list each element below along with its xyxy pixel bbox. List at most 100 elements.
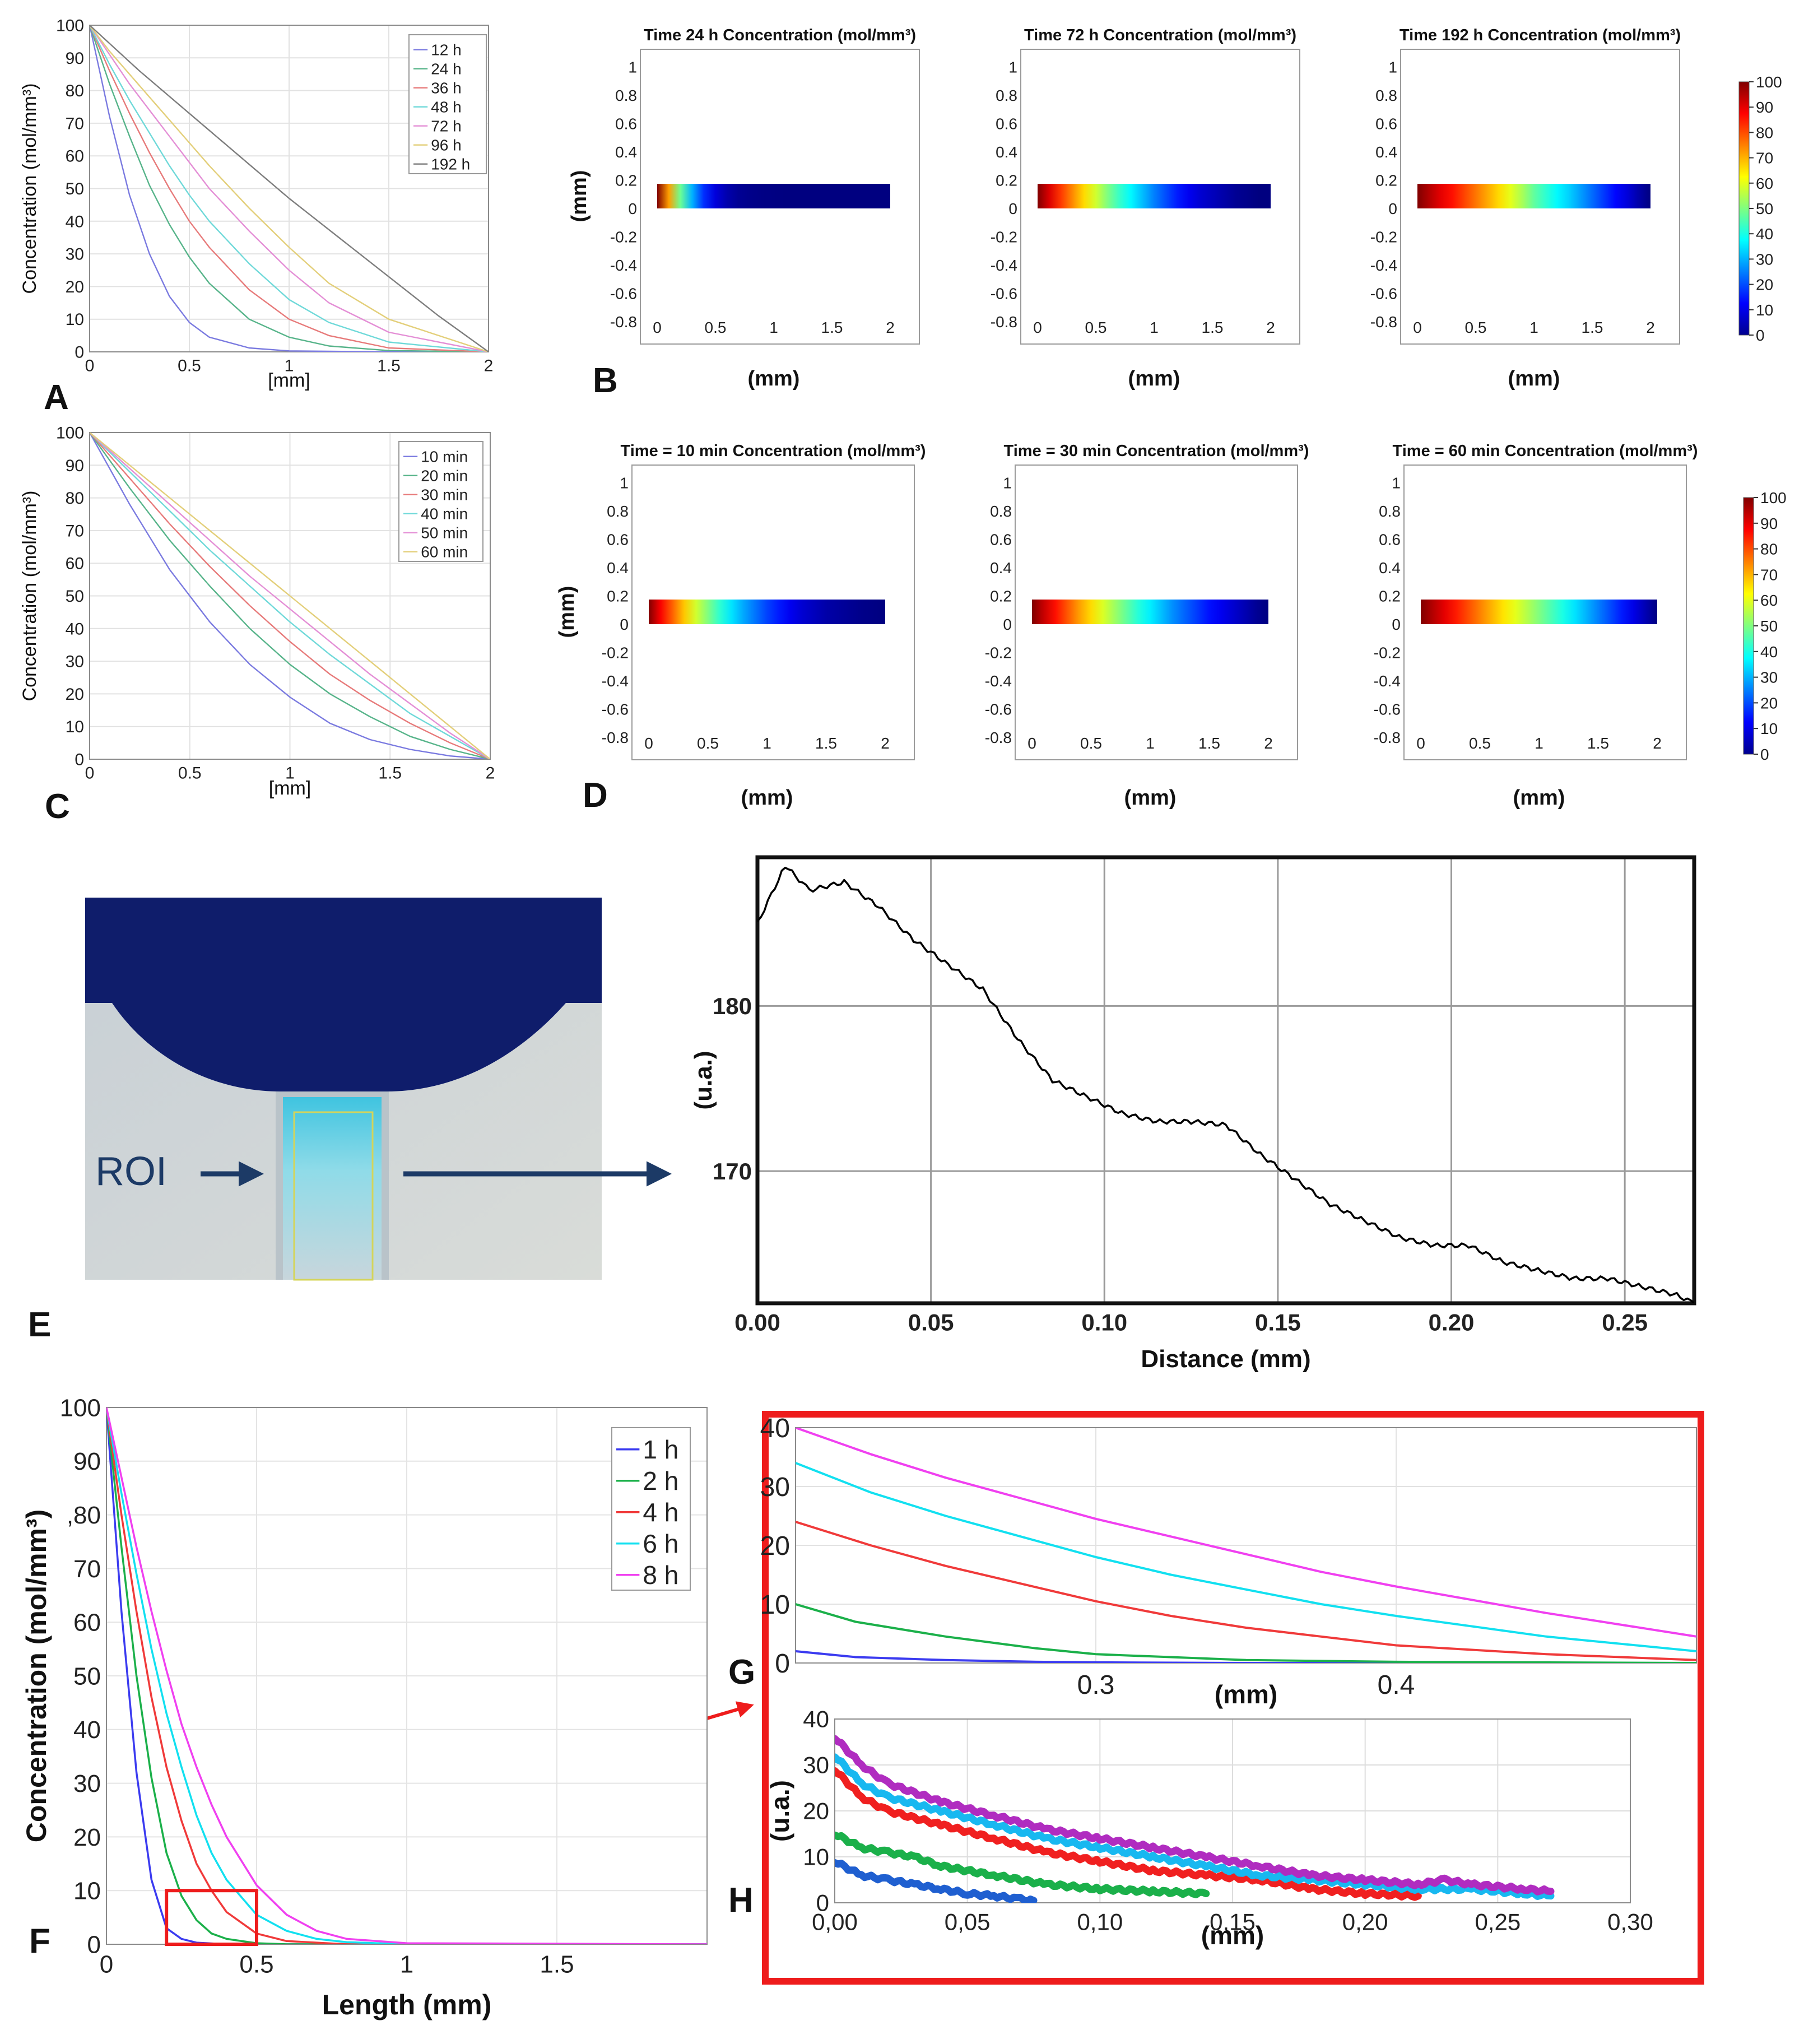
y-tick-label: 50 xyxy=(66,587,84,606)
y-tick-label: 0.8 xyxy=(615,87,637,104)
x-tick-label: 1.5 xyxy=(377,357,401,375)
legend-label: 72 h xyxy=(431,118,462,135)
legend-label: 6 h xyxy=(643,1529,678,1558)
colorbar-tick-label: 20 xyxy=(1760,694,1778,712)
colorbar xyxy=(1738,81,1750,336)
series-line-1-h xyxy=(835,1859,1038,1903)
x-tick-label: 0.00 xyxy=(734,1309,780,1335)
colorbar-tick-label: 0 xyxy=(1756,327,1765,344)
heatmap-panel: Time 192 h Concentration (mol/mm³)10.80.… xyxy=(1370,26,1681,391)
roi-label: ROI xyxy=(95,1149,167,1194)
legend-label: 40 min xyxy=(421,505,468,523)
y-tick-label: 180 xyxy=(713,993,752,1019)
legend-label: 36 h xyxy=(431,80,462,97)
y-tick-label: 0.4 xyxy=(1375,143,1397,161)
y-tick-label: 20 xyxy=(760,1531,790,1561)
panel-letter-f: F xyxy=(29,1922,50,1961)
x-tick-label: 0 xyxy=(85,764,95,783)
y-tick-label: 0 xyxy=(628,200,637,217)
y-tick-label: 0.4 xyxy=(1379,559,1401,577)
series-line-profile xyxy=(757,866,1694,1303)
y-tick-label: 20 xyxy=(73,1824,101,1851)
y-tick-label: 0.2 xyxy=(607,588,629,605)
legend-label: 60 min xyxy=(421,543,468,561)
x-tick-label: 0,25 xyxy=(1475,1908,1521,1935)
concentration-bar xyxy=(657,184,890,208)
colorbar-tick-label: 10 xyxy=(1760,720,1778,737)
x-tick-label: 0 xyxy=(100,1951,113,1978)
heatmap-title: Time = 60 min Concentration (mol/mm³) xyxy=(1393,442,1698,460)
panel-letter-b: B xyxy=(593,361,618,400)
y-tick-label: 100 xyxy=(56,424,84,443)
y-tick-label: 60 xyxy=(66,555,84,573)
x-tick-label: 1 xyxy=(400,1951,413,1978)
y-tick-label: 0 xyxy=(75,751,84,769)
x-tick-label: 0,20 xyxy=(1342,1908,1388,1935)
x-tick-label: 0.5 xyxy=(697,735,719,752)
y-tick-label: -0.4 xyxy=(610,257,637,274)
series-line-10-min xyxy=(90,433,490,759)
y-tick-label: 20 xyxy=(66,278,84,296)
colorbar-tick-label: 80 xyxy=(1760,541,1778,558)
y-tick-label: 0.6 xyxy=(1379,531,1401,549)
x-axis-label: (mm) xyxy=(1128,367,1180,391)
series-line-8-h xyxy=(106,1407,707,1944)
y-tick-label: 0.6 xyxy=(1375,115,1397,133)
colorbar-tick-label: 80 xyxy=(1756,124,1773,141)
concentration-bar xyxy=(649,600,885,624)
colorbar-tick-label: 10 xyxy=(1756,301,1773,319)
y-tick-label: 1 xyxy=(1003,475,1012,492)
x-tick-label: 1.5 xyxy=(815,735,837,752)
x-axis-label: (mm) xyxy=(1124,786,1177,810)
legend-label: 48 h xyxy=(431,99,462,116)
colorbar-tick-label: 90 xyxy=(1760,515,1778,532)
y-tick-label: 30 xyxy=(66,653,84,671)
y-tick-label: 0 xyxy=(1392,616,1401,633)
x-tick-label: 0.3 xyxy=(1077,1670,1115,1700)
colorbar-tick-label: 30 xyxy=(1760,669,1778,686)
x-axis-label: (mm) xyxy=(748,367,800,391)
x-tick-label: 2 xyxy=(1646,319,1655,336)
series-line-4-h xyxy=(106,1407,707,1944)
colorbar-tick-label: 100 xyxy=(1756,73,1782,91)
x-tick-label: 1.5 xyxy=(378,764,402,783)
colorbar-tick-label: 50 xyxy=(1756,200,1773,217)
heatmap-title: Time 192 h Concentration (mol/mm³) xyxy=(1400,26,1681,44)
y-tick-label: 1 xyxy=(1008,59,1017,76)
series-group xyxy=(796,1428,1696,1663)
y-tick-label: -0.6 xyxy=(991,285,1017,303)
x-tick-label: 0.20 xyxy=(1429,1309,1475,1335)
y-tick-label: 0.8 xyxy=(1379,503,1401,520)
series-line-48-h xyxy=(90,25,489,352)
colorbar-tick-label: 60 xyxy=(1756,175,1773,192)
colorbar-tick-label: 70 xyxy=(1756,150,1773,167)
series-line-2-h xyxy=(106,1407,707,1944)
panel-letter-e: E xyxy=(28,1306,51,1344)
x-tick-label: 2 xyxy=(486,764,495,783)
y-axis-label: (u.a.) xyxy=(690,1051,717,1109)
heatmap-title: Time = 30 min Concentration (mol/mm³) xyxy=(1004,442,1309,460)
y-tick-label: 10 xyxy=(73,1878,101,1905)
x-tick-label: 0 xyxy=(1033,319,1042,336)
plot-frame xyxy=(834,1718,1631,1903)
legend-label: 96 h xyxy=(431,137,462,154)
chart-f: 0 0.5 1 1.5 0 10 20 30 40 50 60 70 ,80 90 100 Length (m… xyxy=(21,1394,708,2020)
y-axis-label: Concentration (mol/mm³) xyxy=(21,1509,52,1842)
series-line-6-h xyxy=(835,1753,1555,1900)
legend-label: 4 h xyxy=(643,1498,678,1527)
zoom-box xyxy=(165,1889,259,1946)
concentration-bar xyxy=(1417,184,1650,208)
y-tick-label: -0.8 xyxy=(991,313,1017,331)
heatmap-title: Time 72 h Concentration (mol/mm³) xyxy=(1024,26,1296,44)
series-line-1-h xyxy=(796,1650,1696,1663)
chart-g: 0.3 0.4 0 10 20 30 40 (mm) xyxy=(760,1414,1697,1709)
colorbar-tick-label: 90 xyxy=(1756,99,1773,116)
y-tick-label: 0.6 xyxy=(990,531,1012,549)
panel-letter-g: G xyxy=(728,1653,755,1692)
x-tick-label: 0.4 xyxy=(1378,1670,1415,1700)
legend-label: 30 min xyxy=(421,486,468,504)
heatmap-panel: Time = 10 min Concentration (mol/mm³) 1 0.… xyxy=(602,442,926,810)
y-tick-label: 0 xyxy=(75,343,84,362)
y-tick-label: 0.2 xyxy=(990,588,1012,605)
y-tick-label: -0.4 xyxy=(1370,257,1397,274)
